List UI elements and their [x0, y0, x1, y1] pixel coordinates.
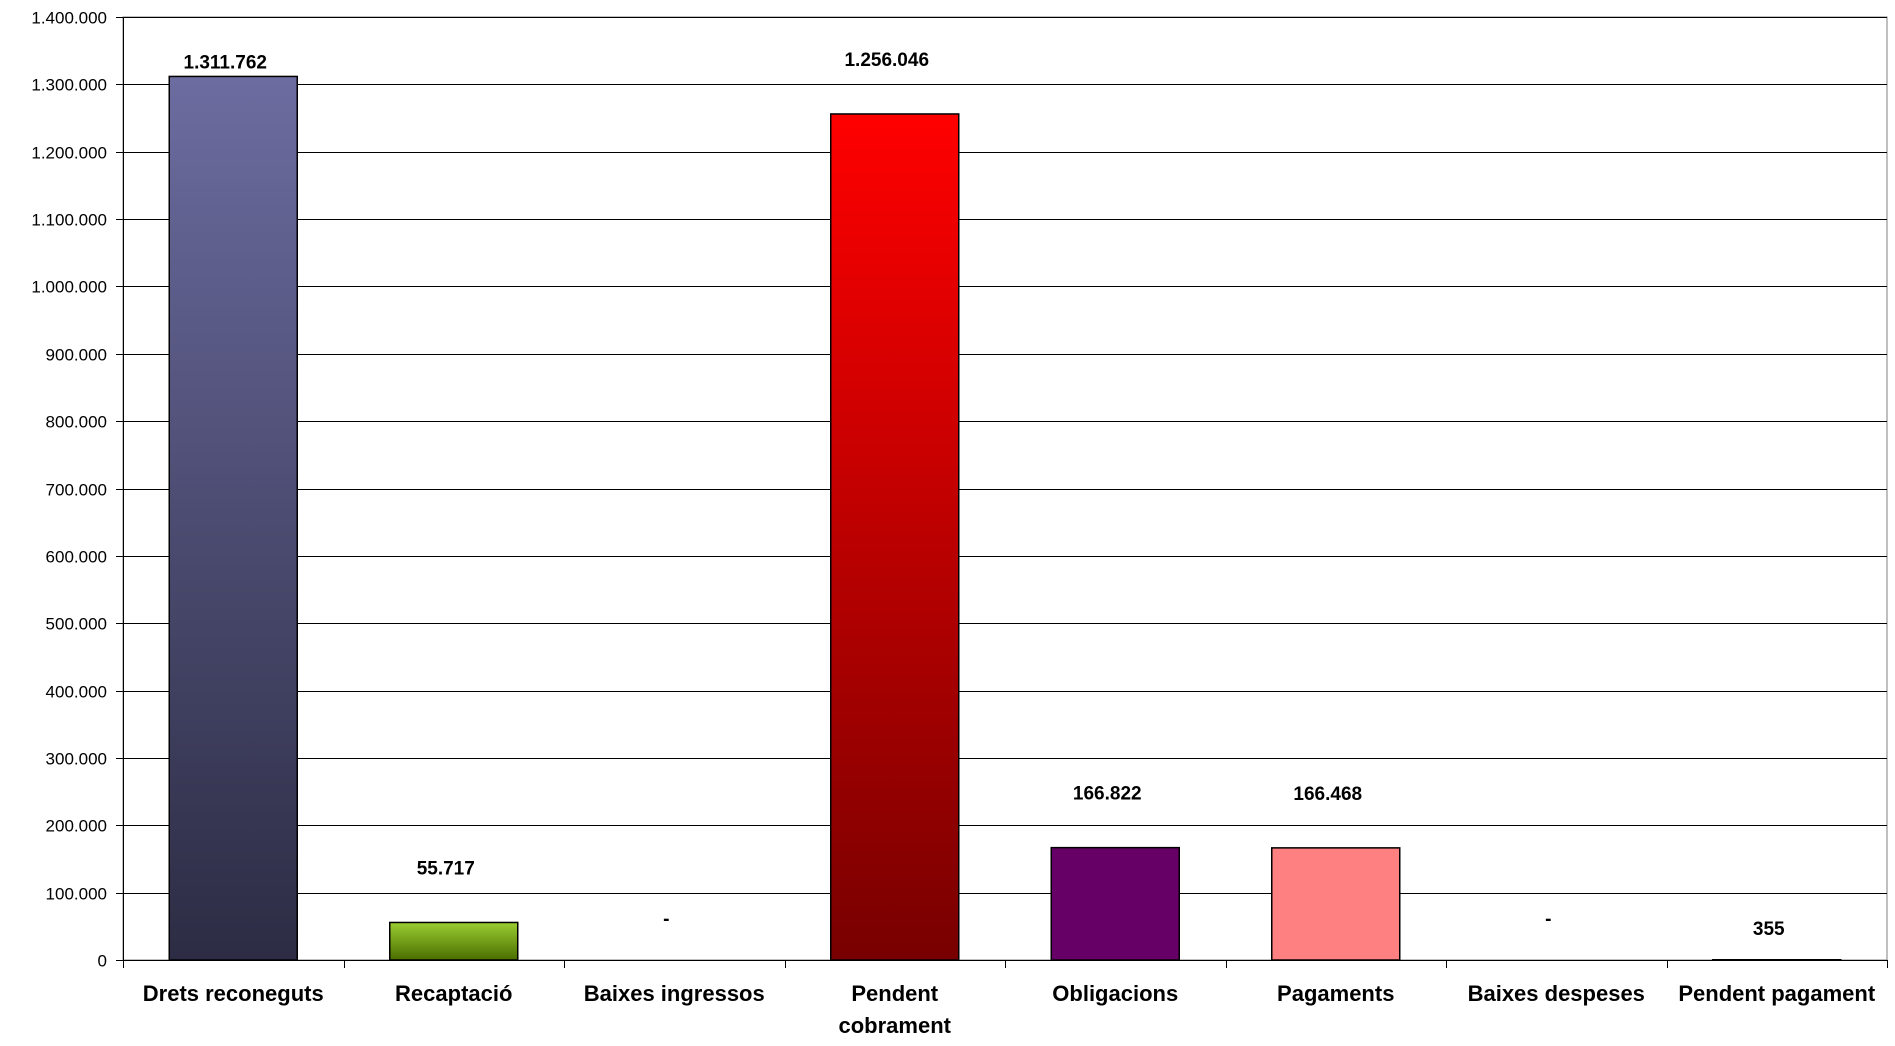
bar: [1271, 847, 1401, 961]
bar: [1050, 846, 1180, 961]
y-tick-label: 400.000: [46, 683, 107, 702]
data-label: 1.256.046: [844, 50, 929, 71]
gridlines: [122, 16, 1888, 961]
y-tick-label: 1.300.000: [31, 76, 107, 95]
category-label: Baixes ingressos: [584, 981, 765, 1006]
bars: [168, 75, 1842, 961]
y-tick-label: 1.400.000: [31, 9, 107, 28]
category-label: Recaptació: [395, 981, 512, 1006]
plot-area-border: [122, 16, 1888, 961]
data-labels: 1.311.762 55.717 - 1.256.046 166.822 166.468 -…: [184, 50, 1786, 940]
data-label: 1.311.762: [184, 52, 267, 73]
y-tick-label: 1.000.000: [31, 278, 107, 297]
category-label: Pagaments: [1277, 981, 1394, 1006]
data-label: 166.468: [1293, 784, 1362, 805]
data-label: 55.717: [417, 858, 475, 879]
category-label: Drets reconeguts: [143, 981, 324, 1006]
y-tick-label: 500.000: [46, 615, 107, 634]
y-tick-label: 0: [98, 952, 107, 971]
data-label: 166.822: [1073, 784, 1142, 805]
y-tick-label: 1.100.000: [31, 211, 107, 230]
category-label: Baixes despeses: [1468, 981, 1645, 1006]
category-label: Obligacions: [1052, 981, 1178, 1006]
y-tick-label: 200.000: [46, 817, 107, 836]
y-tick-label: 1.200.000: [31, 144, 107, 163]
bar: [830, 113, 960, 961]
bar: [168, 75, 298, 961]
data-label: 355: [1753, 919, 1785, 940]
y-tick-label: 100.000: [46, 885, 107, 904]
data-label: -: [1545, 909, 1551, 930]
data-label: -: [663, 909, 669, 930]
bar: [389, 921, 519, 961]
y-tick-label: 900.000: [46, 346, 107, 365]
y-axis-ticks: 0 100.000 200.000 300.000 400.000 500.000 600.…: [31, 9, 124, 971]
y-tick-label: 300.000: [46, 750, 107, 769]
x-axis: Drets reconeguts Recaptació Baixes ingress…: [123, 960, 1888, 1038]
category-label: Pendent cobrament: [839, 981, 952, 1038]
y-tick-label: 700.000: [46, 481, 107, 500]
y-tick-label: 600.000: [46, 548, 107, 567]
category-label: Pendent pagament: [1678, 981, 1875, 1006]
y-tick-label: 800.000: [46, 413, 107, 432]
